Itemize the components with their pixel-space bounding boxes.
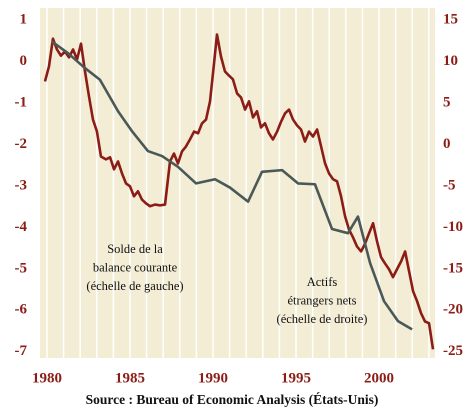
annotation: Solde de la [107, 242, 163, 256]
y2-tick-label: -15 [443, 260, 463, 276]
y-tick-label: 1 [20, 11, 28, 27]
x-tick-label: 1980 [32, 370, 62, 386]
y-tick-label: -7 [15, 343, 28, 359]
y2-tick-label: 15 [443, 11, 458, 27]
series-line [51, 40, 413, 331]
x-tick-label: 1990 [198, 370, 228, 386]
y2-tick-label: -5 [443, 177, 456, 193]
y-tick-label: -2 [15, 136, 28, 152]
x-tick-label: 1985 [115, 370, 145, 386]
series-line [43, 33, 435, 350]
y2-tick-label: -20 [443, 302, 463, 318]
y-tick-label: -5 [15, 260, 28, 276]
y-tick-label: -1 [15, 94, 28, 110]
x-tick-label: 1995 [281, 370, 311, 386]
y-tick-label: -3 [15, 177, 28, 193]
y-tick-label: -4 [15, 219, 28, 235]
y2-tick-label: -10 [443, 219, 463, 235]
annotation: étrangers nets [287, 293, 356, 307]
annotation: Actifs [307, 275, 338, 289]
y-tick-label: -6 [15, 302, 28, 318]
plot-area [40, 8, 435, 358]
annotation: (échelle de droite) [277, 312, 368, 326]
annotation: balance courante [93, 260, 178, 274]
y2-tick-label: 10 [443, 53, 458, 69]
y2-tick-label: 0 [443, 136, 451, 152]
annotation: (échelle de gauche) [86, 279, 183, 293]
source: Source : Bureau of Economic Analysis (Ét… [86, 392, 379, 407]
y-tick-label: 0 [20, 53, 28, 69]
x-tick-label: 2000 [364, 370, 394, 386]
y2-tick-label: -25 [443, 343, 463, 359]
y2-tick-label: 5 [443, 94, 451, 110]
